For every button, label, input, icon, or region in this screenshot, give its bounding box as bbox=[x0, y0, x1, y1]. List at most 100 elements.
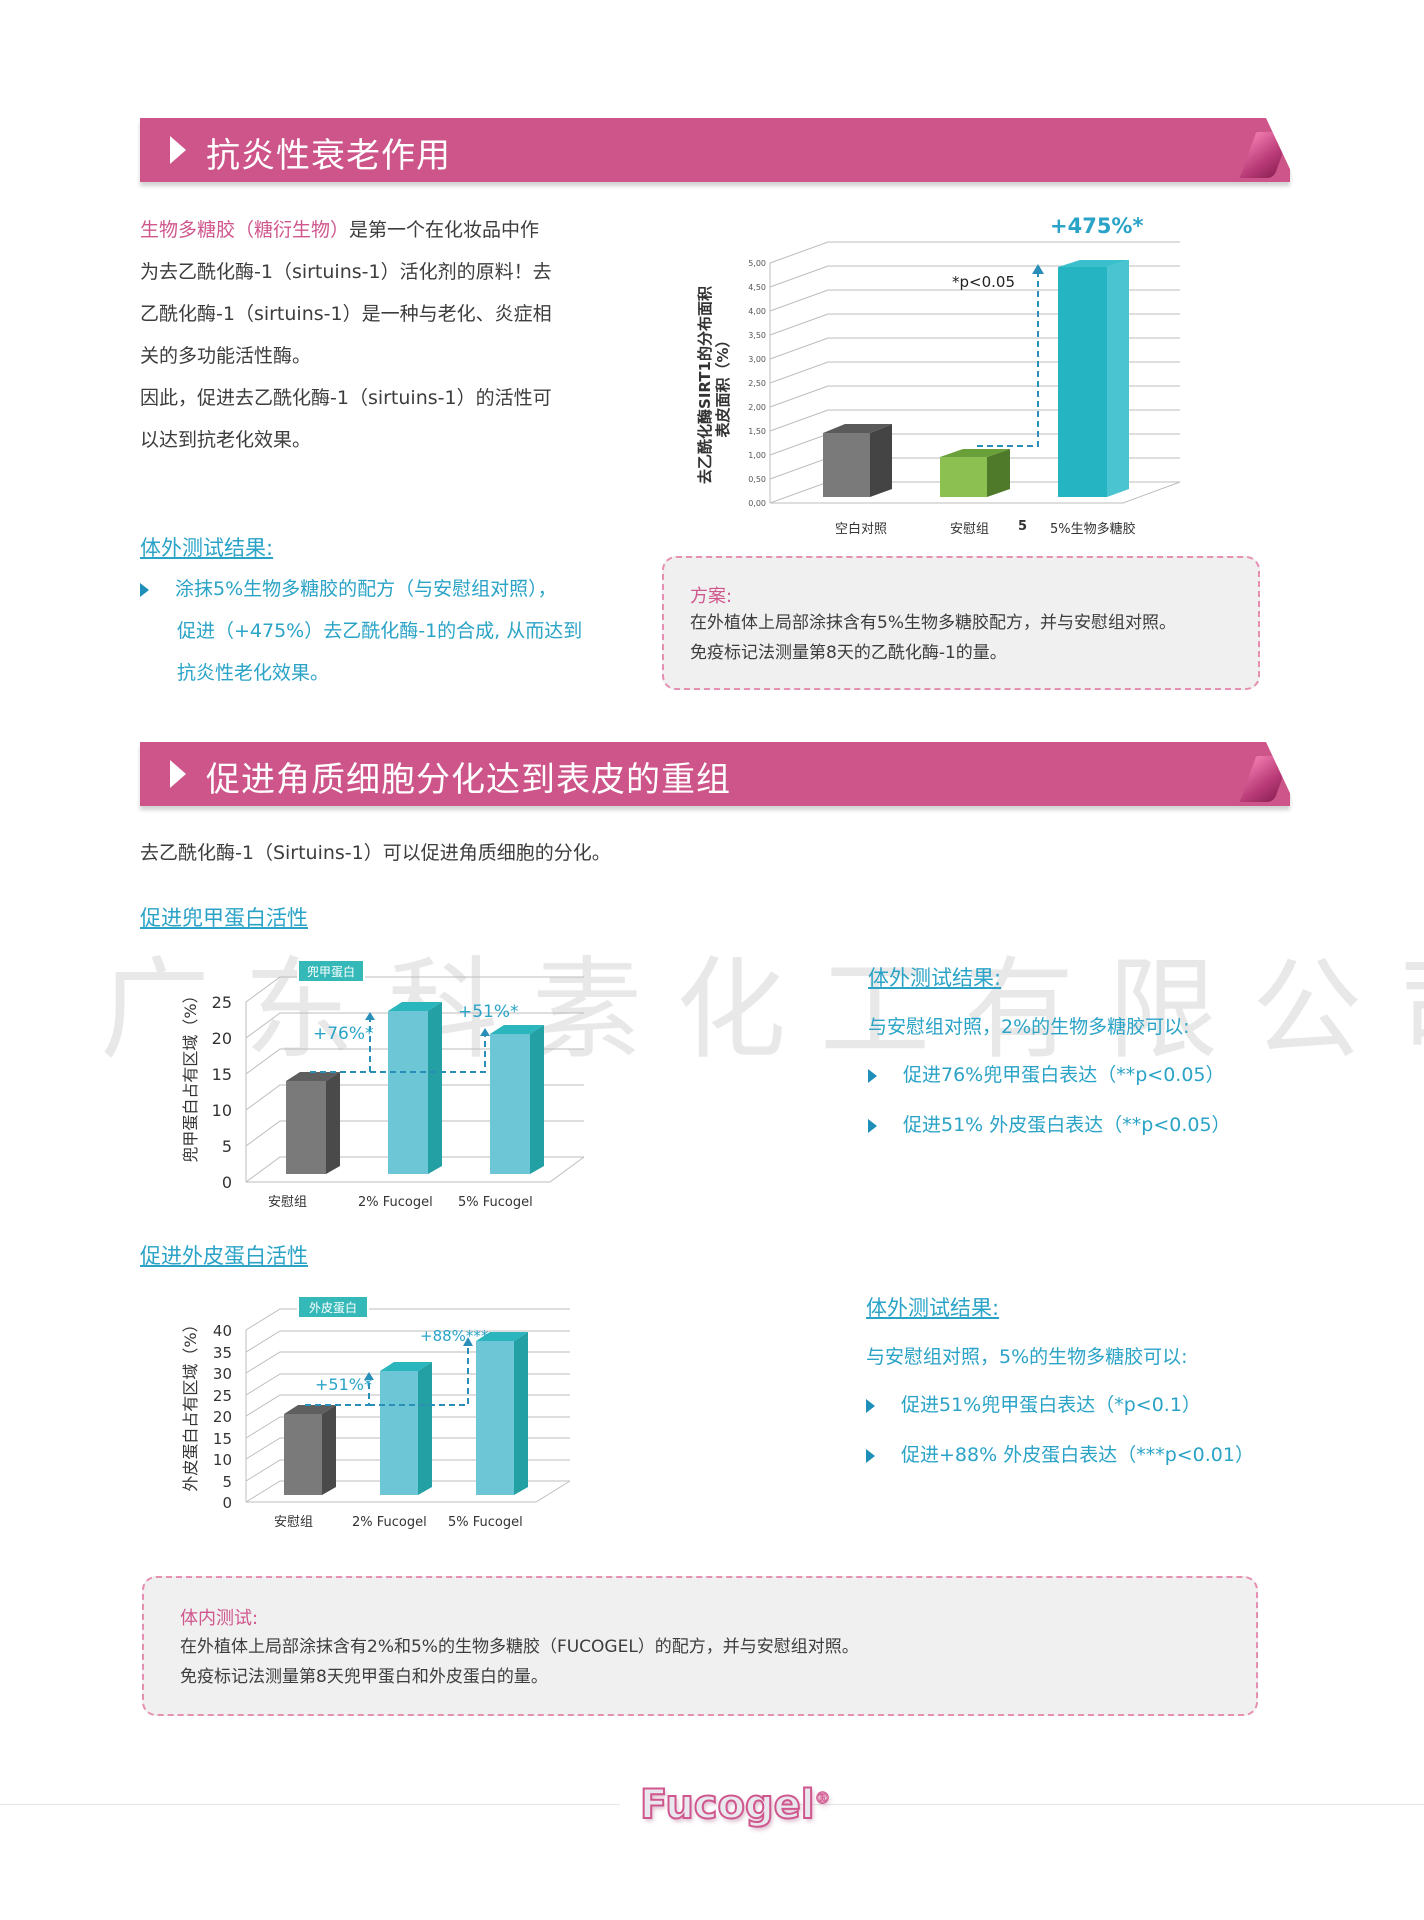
chart3-ylabel: 外皮蛋白占有区域（%） bbox=[181, 1316, 200, 1491]
chart1-xlabel: 安慰组 bbox=[950, 522, 989, 537]
protocol-box: 方案: 在外植体上局部涂抹含有5%生物多糖胶配方，并与安慰组对照。 免疫标记法测… bbox=[662, 556, 1260, 690]
svg-text:1,50: 1,50 bbox=[748, 427, 766, 436]
chart3-bar-2pct bbox=[380, 1362, 432, 1495]
svg-text:40: 40 bbox=[213, 1322, 232, 1340]
chart3-annotation: +51%* bbox=[315, 1375, 372, 1394]
chart1-xlabel: 空白对照 bbox=[835, 521, 887, 537]
chart1-bar-placebo bbox=[940, 449, 1010, 497]
chart2-xlabel: 2% Fucogel bbox=[358, 1195, 433, 1210]
chart1-stray-label: 5 bbox=[1018, 519, 1027, 534]
involucrin-heading: 促进外皮蛋白活性 bbox=[140, 1244, 308, 1268]
chart2-arrow-5pct bbox=[370, 1032, 486, 1073]
intro-line: 乙酰化酶-1（sirtuins-1）是一种与老化、炎症相 bbox=[140, 303, 552, 325]
intro-line: 关的多功能活性酶。 bbox=[140, 345, 312, 367]
chart1-ylabel-line2: 表皮面积（%） bbox=[714, 332, 732, 437]
results-item: 促进51% 外皮蛋白表达（**p<0.05） bbox=[868, 1104, 1231, 1146]
results-heading: 体外测试结果: bbox=[866, 1296, 1000, 1320]
svg-text:35: 35 bbox=[213, 1344, 232, 1362]
results-list: 促进51%兜甲蛋白表达（*p<0.1） 促进+88% 外皮蛋白表达（***p<0… bbox=[866, 1384, 1254, 1476]
triangle-bullet-icon bbox=[170, 136, 186, 164]
protocol-line: 在外植体上局部涂抹含有5%生物多糖胶配方，并与安慰组对照。 bbox=[690, 613, 1176, 633]
protocol-label: 方案: bbox=[690, 586, 733, 607]
svg-text:15: 15 bbox=[213, 1430, 232, 1448]
chart2-ylabel: 兜甲蛋白占有区域（%） bbox=[181, 987, 200, 1162]
svg-text:10: 10 bbox=[212, 1101, 232, 1120]
chart3-annotation: +88%*** bbox=[420, 1327, 489, 1345]
results-heading: 体外测试结果: bbox=[140, 536, 274, 560]
intro-highlight: 生物多糖胶（糖衍生物） bbox=[140, 219, 350, 241]
invivo-box: 体内测试: 在外植体上局部涂抹含有2%和5%的生物多糖胶（FUCOGEL）的配方… bbox=[142, 1576, 1258, 1716]
page-curl-icon bbox=[1239, 756, 1291, 802]
triangle-bullet-icon bbox=[868, 1118, 877, 1133]
chart2-grid bbox=[245, 976, 585, 1183]
svg-text:3,50: 3,50 bbox=[748, 331, 766, 340]
chart3-xlabel: 5% Fucogel bbox=[448, 1515, 523, 1530]
chart2-bar-5pct bbox=[490, 1025, 544, 1174]
svg-text:4,00: 4,00 bbox=[748, 307, 766, 316]
arrow-up-icon bbox=[365, 1012, 375, 1020]
svg-text:15: 15 bbox=[212, 1065, 232, 1084]
results-item: 促进51%兜甲蛋白表达（*p<0.1） bbox=[866, 1384, 1254, 1426]
svg-text:0,00: 0,00 bbox=[748, 499, 766, 508]
involucrin-bar-chart: 外皮蛋白占有区域（%） 0 5 10 15 20 25 30 35 40 bbox=[160, 1284, 600, 1544]
chart1-bar-blank-control bbox=[823, 424, 892, 497]
chart3-arrow-5pct bbox=[369, 1341, 469, 1406]
chart2-annotation: +51%* bbox=[458, 1002, 519, 1022]
svg-text:1,00: 1,00 bbox=[748, 451, 766, 460]
results-list: 涂抹5%生物多糖胶的配方（与安慰组对照）， 促进（+475%）去乙酰化酶-1的合… bbox=[140, 568, 660, 694]
chart3-legend-text: 外皮蛋白 bbox=[309, 1300, 357, 1315]
chart2-bar-2pct bbox=[388, 1002, 442, 1174]
triangle-bullet-icon bbox=[866, 1398, 875, 1413]
svg-text:0: 0 bbox=[222, 1494, 232, 1512]
section2-intro: 去乙酰化酶-1（Sirtuins-1）可以促进角质细胞的分化。 bbox=[140, 842, 611, 864]
chart3-bar-5pct bbox=[476, 1332, 528, 1495]
chart3-yticks: 0 5 10 15 20 25 30 35 40 bbox=[213, 1322, 232, 1512]
chart1-bar-5pct-fucogel bbox=[1058, 260, 1129, 497]
svg-text:5: 5 bbox=[222, 1473, 232, 1491]
chart1-pvalue: *p<0.05 bbox=[952, 273, 1015, 291]
loricrin-bar-chart: 兜甲蛋白占有区域（%） 0 5 10 15 20 25 bbox=[160, 950, 600, 1210]
chart2-yticks: 0 5 10 15 20 25 bbox=[212, 993, 232, 1192]
intro-line: 是第一个在化妆品中作 bbox=[349, 219, 540, 241]
svg-text:3,00: 3,00 bbox=[748, 355, 766, 364]
svg-text:20: 20 bbox=[213, 1408, 232, 1426]
banner-title: 抗炎性衰老作用 bbox=[206, 136, 451, 176]
chart1-yticks: 0,00 0,50 1,00 1,50 2,00 2,50 3,00 3,50 4,00 4… bbox=[748, 259, 766, 508]
intro-line: 为去乙酰化酶-1（sirtuins-1）活化剂的原料！去 bbox=[140, 261, 552, 283]
page-curl-icon bbox=[1239, 132, 1291, 178]
results-item-cont: 促进（+475%）去乙酰化酶-1的合成, 从而达到 bbox=[177, 620, 583, 642]
arrow-up-icon bbox=[480, 1028, 490, 1036]
triangle-bullet-icon bbox=[866, 1448, 875, 1463]
invivo-line: 在外植体上局部涂抹含有2%和5%的生物多糖胶（FUCOGEL）的配方，并与安慰组… bbox=[180, 1637, 859, 1657]
triangle-bullet-icon bbox=[868, 1068, 877, 1083]
intro-paragraph: 生物多糖胶（糖衍生物）是第一个在化妆品中作 为去乙酰化酶-1（sirtuins-… bbox=[140, 209, 600, 461]
svg-text:30: 30 bbox=[213, 1365, 232, 1383]
chart3-xlabel: 安慰组 bbox=[274, 1515, 313, 1530]
triangle-bullet-icon bbox=[140, 582, 149, 597]
svg-text:10: 10 bbox=[213, 1451, 232, 1469]
results-heading: 体外测试结果: bbox=[868, 966, 1002, 990]
fucogel-logo: Fucogel® bbox=[639, 1781, 831, 1829]
svg-text:5,00: 5,00 bbox=[748, 259, 766, 268]
sirt1-bar-chart: 去乙酰化酶SIRT1的分布面积 表皮面积（%） 0,00 0,50 1,00 1,5… bbox=[680, 200, 1200, 540]
svg-text:2,50: 2,50 bbox=[748, 379, 766, 388]
chart2-annotation: +76%* bbox=[313, 1024, 374, 1044]
results-item-cont: 抗炎性老化效果。 bbox=[177, 662, 330, 684]
svg-text:20: 20 bbox=[212, 1029, 232, 1048]
svg-text:25: 25 bbox=[212, 993, 232, 1012]
invivo-line: 免疫标记法测量第8天兜甲蛋白和外皮蛋白的量。 bbox=[180, 1667, 548, 1687]
results-lead: 与安慰组对照，5%的生物多糖胶可以: bbox=[866, 1346, 1188, 1368]
section-banner-keratinocyte: 促进角质细胞分化达到表皮的重组 bbox=[140, 742, 1296, 806]
results-item: 促进+88% 外皮蛋白表达（***p<0.01） bbox=[866, 1434, 1254, 1476]
intro-line: 因此，促进去乙酰化酶-1（sirtuins-1）的活性可 bbox=[140, 387, 552, 409]
chart1-xlabel: 5%生物多糖胶 bbox=[1050, 521, 1136, 537]
results-item: 促进76%兜甲蛋白表达（**p<0.05） bbox=[868, 1054, 1231, 1096]
arrow-up-icon bbox=[463, 1337, 473, 1346]
invivo-label: 体内测试: bbox=[180, 1608, 259, 1629]
section-banner-anti-inflammaging: 抗炎性衰老作用 bbox=[140, 118, 1296, 182]
svg-text:0: 0 bbox=[222, 1173, 232, 1192]
results-list: 促进76%兜甲蛋白表达（**p<0.05） 促进51% 外皮蛋白表达（**p<0… bbox=[868, 1054, 1231, 1146]
svg-text:5: 5 bbox=[222, 1137, 232, 1156]
chart2-bar-placebo bbox=[286, 1072, 340, 1174]
chart3-grid bbox=[245, 1308, 571, 1503]
